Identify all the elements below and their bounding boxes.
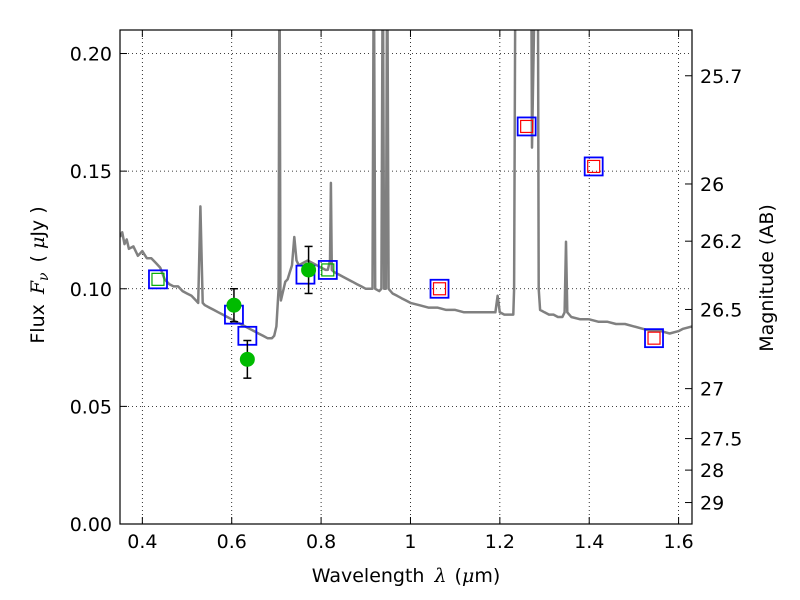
model-square-marker — [429, 278, 450, 299]
y2-tick-label: 26.5 — [700, 299, 742, 321]
y2-tick-label: 26.2 — [700, 231, 742, 253]
x-tick-label: 1.6 — [663, 531, 693, 553]
series-square_small — [151, 263, 335, 286]
x-axis: 0.4 0.6 0.8 1 1.2 1.4 1.6 — [127, 30, 694, 553]
y-axis: 0.00 0.05 0.10 0.15 0.20 — [70, 44, 127, 536]
series-square_open — [148, 116, 664, 349]
y-axis-label: FluxFν(μJy ) — [27, 206, 52, 343]
y-tick-label: 0.15 — [70, 161, 112, 183]
y2-tick-label: 27.5 — [700, 429, 742, 451]
x-tick-label: 1.4 — [574, 531, 604, 553]
series-circle_errorbar — [226, 245, 317, 379]
y-tick-label: 0.10 — [70, 279, 112, 301]
model-square-marker — [516, 116, 537, 137]
y-tick-label: 0.20 — [70, 44, 112, 66]
filter-square-marker — [647, 331, 661, 345]
y2-axis: 25.7 26 26.2 26.5 27 27.5 28 29 — [685, 66, 742, 515]
model-square-marker — [148, 269, 168, 290]
series-line — [120, 30, 692, 340]
y2-tick-label: 29 — [700, 493, 724, 515]
x-axis-label: Wavelength λ (μm) — [312, 565, 500, 587]
model-square-marker — [317, 260, 338, 280]
x-tick-label: 1.2 — [485, 531, 515, 553]
y2-tick-label: 26 — [700, 174, 724, 196]
observed-point — [239, 351, 255, 367]
sed-line — [120, 30, 692, 340]
observed-point — [226, 297, 242, 313]
y-tick-label: 0.00 — [70, 514, 112, 536]
grid-lines — [120, 30, 692, 525]
x-tick-label: 1 — [404, 531, 416, 553]
x-tick-label: 0.8 — [306, 531, 336, 553]
observed-point — [301, 262, 317, 278]
model-square-marker — [583, 156, 604, 177]
filter-square-marker — [151, 272, 165, 286]
plot-area — [120, 30, 692, 379]
x-tick-label: 0.4 — [127, 531, 157, 553]
series-square_small — [432, 119, 661, 345]
y2-tick-label: 27 — [700, 379, 724, 401]
y2-tick-label: 25.7 — [700, 66, 742, 88]
y2-axis-label: Magnitude (AB) — [756, 204, 778, 352]
filter-square-marker — [520, 119, 534, 134]
y2-tick-label: 28 — [700, 460, 724, 482]
y-tick-label: 0.05 — [70, 396, 112, 418]
filter-square-marker — [321, 263, 335, 277]
x-tick-label: 0.6 — [217, 531, 247, 553]
model-square-marker — [644, 328, 664, 349]
filter-square-marker — [432, 282, 447, 296]
plot-frame — [119, 29, 693, 525]
filter-square-marker — [587, 159, 601, 174]
